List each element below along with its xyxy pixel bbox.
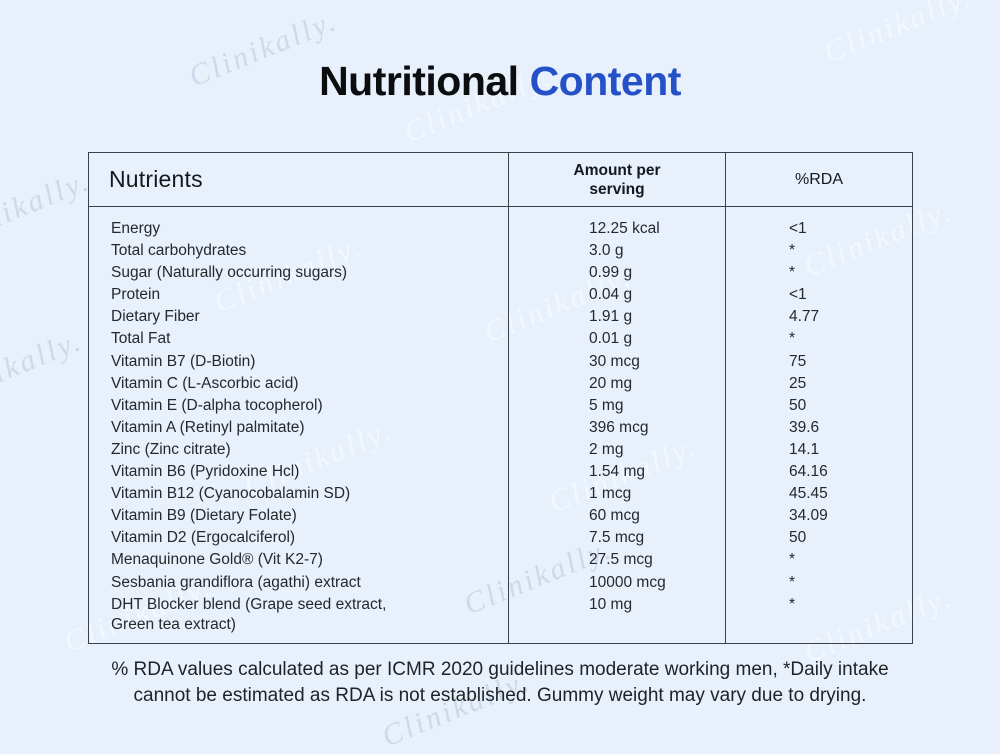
title-accent: Content bbox=[529, 58, 682, 104]
amount-cell: 1.91 g bbox=[508, 306, 726, 329]
nutrient-cell: Vitamin C (L-Ascorbic acid) bbox=[111, 374, 299, 392]
table-row: Vitamin B7 (D-Biotin) 30 mcg 75 bbox=[89, 350, 913, 373]
nutrient-cell: Dietary Fiber bbox=[111, 308, 200, 326]
rda-column-header: %RDA bbox=[725, 152, 913, 207]
rda-cell: 4.77 bbox=[725, 306, 913, 329]
amount-cell: 1.54 mg bbox=[508, 461, 726, 484]
rda-cell: * bbox=[725, 328, 913, 351]
table-row: Vitamin B6 (Pyridoxine Hcl) 1.54 mg 64.16 bbox=[89, 461, 913, 484]
rda-cell: <1 bbox=[725, 206, 913, 241]
amount-cell: 396 mcg bbox=[508, 416, 726, 439]
table-row: Energy 12.25 kcal <1 bbox=[89, 206, 913, 241]
table-row: Vitamin D2 (Ergocalciferol) 7.5 mcg 50 bbox=[89, 527, 913, 550]
nutrient-cell: Sesbania grandiflora (agathi) extract bbox=[111, 573, 361, 591]
nutrient-cell: Vitamin B6 (Pyridoxine Hcl) bbox=[111, 463, 300, 481]
table-row: Sugar (Naturally occurring sugars) 0.99 g… bbox=[89, 262, 913, 285]
title-main: Nutritional bbox=[319, 58, 519, 104]
nutrient-cell: Vitamin B12 (Cyanocobalamin SD) bbox=[111, 485, 351, 503]
amount-cell: 10000 mcg bbox=[508, 571, 726, 594]
nutrient-cell: Protein bbox=[111, 286, 161, 304]
rda-cell: 25 bbox=[725, 372, 913, 395]
rda-cell: 45.45 bbox=[725, 483, 913, 506]
amount-cell: 12.25 kcal bbox=[508, 206, 726, 241]
table-header-row: Nutrients Amount per serving %RDA bbox=[88, 152, 913, 207]
nutrients-column-header: Nutrients bbox=[88, 152, 509, 207]
rda-cell: 50 bbox=[725, 394, 913, 417]
nutrient-cell: Total carbohydrates bbox=[111, 242, 247, 260]
nutrient-cell: Zinc (Zinc citrate) bbox=[111, 440, 231, 458]
table-row: Vitamin A (Retinyl palmitate) 396 mcg 39.6 bbox=[89, 416, 913, 439]
table-row: Total Fat 0.01 g * bbox=[89, 328, 913, 351]
clinikally-watermark: Clinikally. bbox=[0, 163, 96, 254]
nutrient-cell: Menaquinone Gold® (Vit K2-7) bbox=[111, 551, 323, 569]
rda-cell: 75 bbox=[725, 350, 913, 373]
nutrient-cell: Vitamin B7 (D-Biotin) bbox=[111, 352, 256, 370]
amount-cell: 60 mcg bbox=[508, 505, 726, 528]
table-row: DHT Blocker blend (Grape seed extract, G… bbox=[89, 593, 913, 644]
nutrient-cell: Energy bbox=[111, 220, 161, 237]
table-row: Vitamin C (L-Ascorbic acid) 20 mg 25 bbox=[89, 372, 913, 395]
rda-cell: 50 bbox=[725, 527, 913, 550]
table-row: Menaquinone Gold® (Vit K2-7) 27.5 mcg * bbox=[89, 549, 913, 572]
nutrient-cell: Vitamin A (Retinyl palmitate) bbox=[111, 418, 305, 436]
rda-cell: * bbox=[725, 571, 913, 594]
amount-cell: 10 mg bbox=[508, 593, 726, 644]
page-title: Nutritional Content bbox=[0, 58, 1000, 105]
table-body: Energy 12.25 kcal <1 Total carbohydrates 3.0… bbox=[89, 206, 913, 644]
nutrition-table: Nutrients Amount per serving %RDA Energy… bbox=[88, 152, 913, 644]
table-row: Vitamin E (D-alpha tocopherol) 5 mg 50 bbox=[89, 394, 913, 417]
nutrient-cell: DHT Blocker blend (Grape seed extract, G… bbox=[111, 595, 387, 633]
amount-cell: 2 mg bbox=[508, 438, 726, 462]
amount-column-header: Amount per serving bbox=[508, 152, 726, 207]
nutrient-cell: Vitamin E (D-alpha tocopherol) bbox=[111, 396, 323, 414]
amount-cell: 0.01 g bbox=[508, 328, 726, 351]
clinikally-watermark: Clinikally. bbox=[0, 323, 88, 414]
rda-cell: 34.09 bbox=[725, 505, 913, 528]
amount-cell: 30 mcg bbox=[508, 350, 726, 373]
table-row: Zinc (Zinc citrate) 2 mg 14.1 bbox=[89, 438, 913, 462]
table-row: Vitamin B12 (Cyanocobalamin SD) 1 mcg 45.4… bbox=[89, 483, 913, 506]
rda-cell: <1 bbox=[725, 284, 913, 307]
table-row: Vitamin B9 (Dietary Folate) 60 mcg 34.09 bbox=[89, 505, 913, 528]
rda-cell: 64.16 bbox=[725, 461, 913, 484]
rda-cell: * bbox=[725, 262, 913, 285]
amount-cell: 27.5 mcg bbox=[508, 549, 726, 572]
nutrient-cell: Sugar (Naturally occurring sugars) bbox=[111, 264, 348, 282]
table-row: Dietary Fiber 1.91 g 4.77 bbox=[89, 306, 913, 329]
rda-cell: 14.1 bbox=[725, 438, 913, 462]
amount-cell: 0.99 g bbox=[508, 262, 726, 285]
amount-cell: 0.04 g bbox=[508, 284, 726, 307]
rda-footnote: % RDA values calculated as per ICMR 2020… bbox=[111, 659, 889, 706]
amount-cell: 7.5 mcg bbox=[508, 527, 726, 550]
rda-cell: * bbox=[725, 549, 913, 572]
nutrient-cell: Vitamin D2 (Ergocalciferol) bbox=[111, 529, 296, 547]
table-row: Sesbania grandiflora (agathi) extract 100… bbox=[89, 571, 913, 594]
rda-cell: 39.6 bbox=[725, 416, 913, 439]
nutrient-cell: Total Fat bbox=[111, 330, 171, 348]
amount-cell: 5 mg bbox=[508, 394, 726, 417]
table-row: Total carbohydrates 3.0 g * bbox=[89, 240, 913, 263]
nutrition-table-container: Nutrients Amount per serving %RDA Energy… bbox=[88, 152, 913, 644]
amount-cell: 20 mg bbox=[508, 372, 726, 395]
nutrient-cell: Vitamin B9 (Dietary Folate) bbox=[111, 507, 297, 525]
table-row: Protein 0.04 g <1 bbox=[89, 284, 913, 307]
rda-cell: * bbox=[725, 593, 913, 644]
amount-cell: 3.0 g bbox=[508, 240, 726, 263]
amount-cell: 1 mcg bbox=[508, 483, 726, 506]
rda-cell: * bbox=[725, 240, 913, 263]
